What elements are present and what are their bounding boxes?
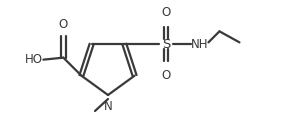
- Text: HO: HO: [25, 53, 43, 66]
- Text: S: S: [162, 38, 171, 51]
- Text: O: O: [162, 69, 171, 82]
- Text: N: N: [104, 100, 112, 113]
- Text: NH: NH: [191, 38, 208, 51]
- Text: O: O: [59, 18, 68, 31]
- Text: O: O: [162, 6, 171, 19]
